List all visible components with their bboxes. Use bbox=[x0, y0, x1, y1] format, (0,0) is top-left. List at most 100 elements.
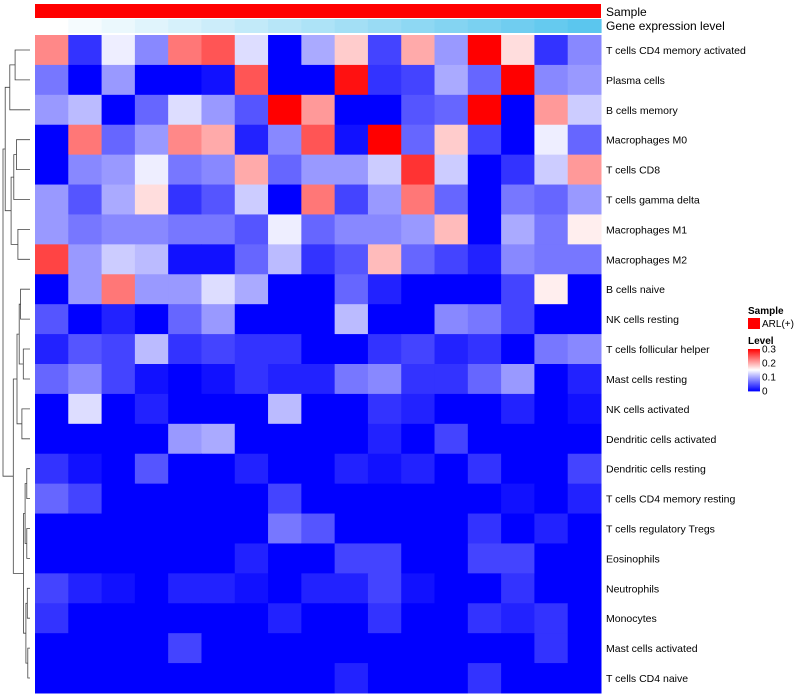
heatmap-cell bbox=[201, 214, 236, 245]
heatmap-cell bbox=[567, 633, 602, 664]
heatmap-cell bbox=[534, 244, 569, 275]
heatmap-cell bbox=[68, 573, 103, 604]
heatmap-cell bbox=[268, 35, 302, 66]
row-label: NK cells resting bbox=[606, 314, 679, 326]
heatmap-cell bbox=[134, 334, 169, 365]
heatmap-cell bbox=[467, 543, 502, 574]
heatmap-cell bbox=[68, 154, 103, 186]
heatmap-cell bbox=[434, 453, 469, 485]
legend-gradient-step bbox=[748, 384, 760, 386]
heatmap-cell bbox=[101, 573, 136, 604]
heatmap-cell bbox=[101, 334, 136, 365]
heatmap-cell bbox=[534, 513, 569, 544]
heatmap-cell bbox=[567, 663, 602, 694]
legend-level-tick: 0.3 bbox=[762, 345, 776, 356]
dendrogram-branch bbox=[21, 408, 30, 440]
heatmap-cell bbox=[201, 94, 236, 126]
heatmap-cell bbox=[168, 35, 202, 66]
legend-gradient-step bbox=[748, 365, 760, 367]
heatmap-cell bbox=[268, 543, 302, 574]
heatmap-cell bbox=[101, 184, 136, 215]
heatmap-cell bbox=[501, 483, 535, 515]
heatmap-cell bbox=[501, 64, 535, 96]
heatmap-cell bbox=[467, 633, 502, 664]
heatmap-cell bbox=[334, 513, 369, 544]
heatmap-cell bbox=[168, 663, 202, 694]
heatmap-cell bbox=[467, 423, 502, 455]
heatmap-cell bbox=[467, 453, 502, 485]
legend-sample-title: Sample bbox=[748, 306, 784, 317]
heatmap-cell bbox=[301, 603, 336, 634]
heatmap-cell bbox=[101, 124, 136, 156]
legend-gradient-step bbox=[748, 370, 760, 372]
heatmap-cell bbox=[367, 603, 402, 634]
heatmap-cell bbox=[168, 274, 202, 305]
heatmap-cell bbox=[367, 94, 402, 126]
heatmap-cell bbox=[101, 244, 136, 275]
heatmap-cell bbox=[534, 214, 569, 245]
heatmap-cell bbox=[401, 334, 436, 365]
sample-annotation-bar bbox=[35, 4, 601, 18]
heatmap-cell bbox=[234, 423, 269, 455]
heatmap-cell bbox=[201, 483, 236, 515]
heatmap-cell bbox=[334, 214, 369, 245]
heatmap-cell bbox=[501, 244, 535, 275]
heatmap-cell bbox=[301, 214, 336, 245]
heatmap-cell bbox=[234, 184, 269, 215]
row-labels: T cells CD4 memory activated Plasma cells… bbox=[606, 45, 746, 685]
heatmap-cell bbox=[434, 244, 469, 275]
expression-annotation-cell bbox=[501, 19, 536, 33]
heatmap-cell bbox=[268, 64, 302, 96]
row-label: T cells regulatory Tregs bbox=[606, 524, 715, 536]
heatmap-cell bbox=[301, 35, 336, 66]
heatmap-cell bbox=[234, 274, 269, 305]
heatmap-cell bbox=[234, 603, 269, 634]
heatmap-cell bbox=[35, 334, 69, 365]
heatmap-cell bbox=[101, 35, 136, 66]
heatmap-cell bbox=[35, 244, 69, 275]
heatmap-cell bbox=[301, 154, 336, 186]
heatmap-cell bbox=[567, 483, 602, 515]
heatmap-cell bbox=[201, 603, 236, 634]
heatmap-cell bbox=[567, 304, 602, 335]
row-label: Mast cells activated bbox=[606, 643, 698, 655]
heatmap-cell bbox=[268, 393, 302, 425]
heatmap-cell bbox=[168, 94, 202, 126]
heatmap-cells bbox=[35, 35, 602, 694]
legend-gradient-step bbox=[748, 362, 760, 364]
dendrogram-branch bbox=[12, 378, 24, 574]
legend-gradient-step bbox=[748, 381, 760, 383]
sample-annotation-label: Sample bbox=[606, 5, 647, 19]
heatmap-cell bbox=[168, 393, 202, 425]
heatmap-cell bbox=[401, 423, 436, 455]
row-label: Plasma cells bbox=[606, 75, 665, 87]
heatmap-cell bbox=[301, 663, 336, 694]
heatmap-cell bbox=[201, 633, 236, 664]
heatmap-cell bbox=[35, 154, 69, 186]
heatmap-cell bbox=[334, 274, 369, 305]
heatmap-cell bbox=[567, 154, 602, 186]
heatmap-cell bbox=[134, 603, 169, 634]
legend-gradient-step bbox=[748, 377, 760, 379]
legend-gradient-step bbox=[748, 387, 760, 389]
heatmap-cell bbox=[301, 543, 336, 574]
heatmap-cell bbox=[401, 35, 436, 66]
heatmap-cell bbox=[101, 154, 136, 186]
heatmap-cell bbox=[367, 364, 402, 395]
heatmap-cell bbox=[401, 214, 436, 245]
heatmap-cell bbox=[68, 423, 103, 455]
heatmap-cell bbox=[134, 124, 169, 156]
heatmap-cell bbox=[401, 244, 436, 275]
heatmap-cell bbox=[334, 35, 369, 66]
dendrogram-branch bbox=[14, 49, 30, 81]
legend-gradient-step bbox=[748, 367, 760, 369]
heatmap-cell bbox=[334, 573, 369, 604]
heatmap-cell bbox=[501, 94, 535, 126]
heatmap-cell bbox=[168, 184, 202, 215]
heatmap-cell bbox=[168, 603, 202, 634]
heatmap-cell bbox=[434, 334, 469, 365]
heatmap-cell bbox=[534, 184, 569, 215]
heatmap-cell bbox=[534, 64, 569, 96]
heatmap-cell bbox=[301, 453, 336, 485]
heatmap-cell bbox=[134, 423, 169, 455]
